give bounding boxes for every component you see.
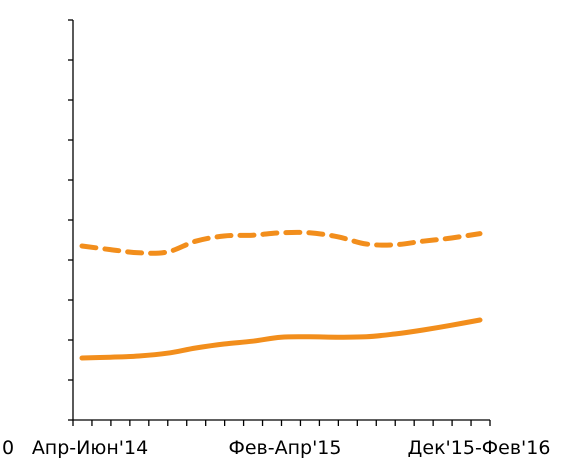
x-tick-label: Апр-Июн'14: [32, 437, 148, 459]
tick-labels: Апр-Июн'14 Фев-Апр'15 Дек'15-Фев'16 0: [2, 437, 550, 459]
x-tick-label: Дек'15-Фев'16: [408, 437, 551, 459]
series-line-solid: [79, 317, 483, 361]
series-layer: [79, 229, 483, 361]
x-tick-label: Фев-Апр'15: [229, 437, 342, 459]
series-line-dashed: [79, 229, 483, 256]
axes: [68, 19, 491, 426]
x-tick-label-fragment: 0: [2, 437, 14, 459]
